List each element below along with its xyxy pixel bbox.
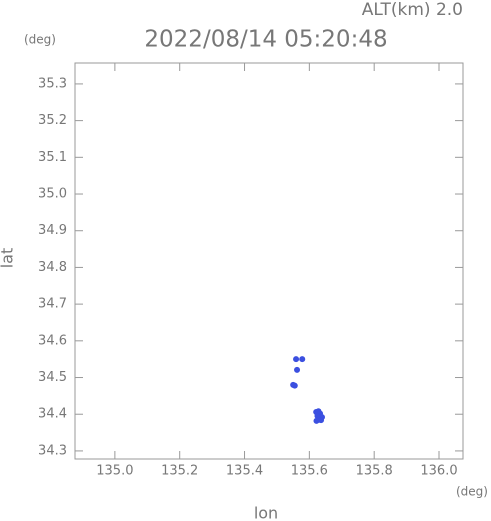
y-tick-label: 35.3 [38,76,67,91]
y-tick-label: 34.7 [38,297,67,312]
chart-title: 2022/08/14 05:20:48 [144,27,387,53]
y-tick-label: 35.0 [38,187,67,202]
point [293,356,300,363]
annotation: ALT(km) 2.0 [362,0,463,20]
y-axis-label: lat [0,248,17,269]
y-tick-label: 34.8 [38,260,67,275]
x-tick-label: 135.0 [96,464,133,479]
x-tick-label: 135.8 [356,464,393,479]
x-tick-label: 135.6 [291,464,328,479]
y-tick-label: 34.4 [38,407,67,422]
x-tick-label: 135.4 [226,464,263,479]
point [291,382,298,389]
point [299,356,306,363]
y-tick-label: 34.6 [38,333,67,348]
y-tick-label: 34.9 [38,223,67,238]
point [318,417,325,424]
x-axis-label: lon [254,504,278,521]
plot-frame [74,62,464,460]
point [294,366,301,373]
y-tick-label: 34.3 [38,443,67,458]
point [313,417,320,424]
y-tick-label: 35.1 [38,150,67,165]
x-unit: (deg) [456,485,488,499]
y-tick-label: 34.5 [38,370,67,385]
y-tick-label: 35.2 [38,113,67,128]
y-unit: (deg) [24,33,56,47]
x-tick-label: 135.2 [161,464,198,479]
x-tick-label: 136.0 [420,464,457,479]
